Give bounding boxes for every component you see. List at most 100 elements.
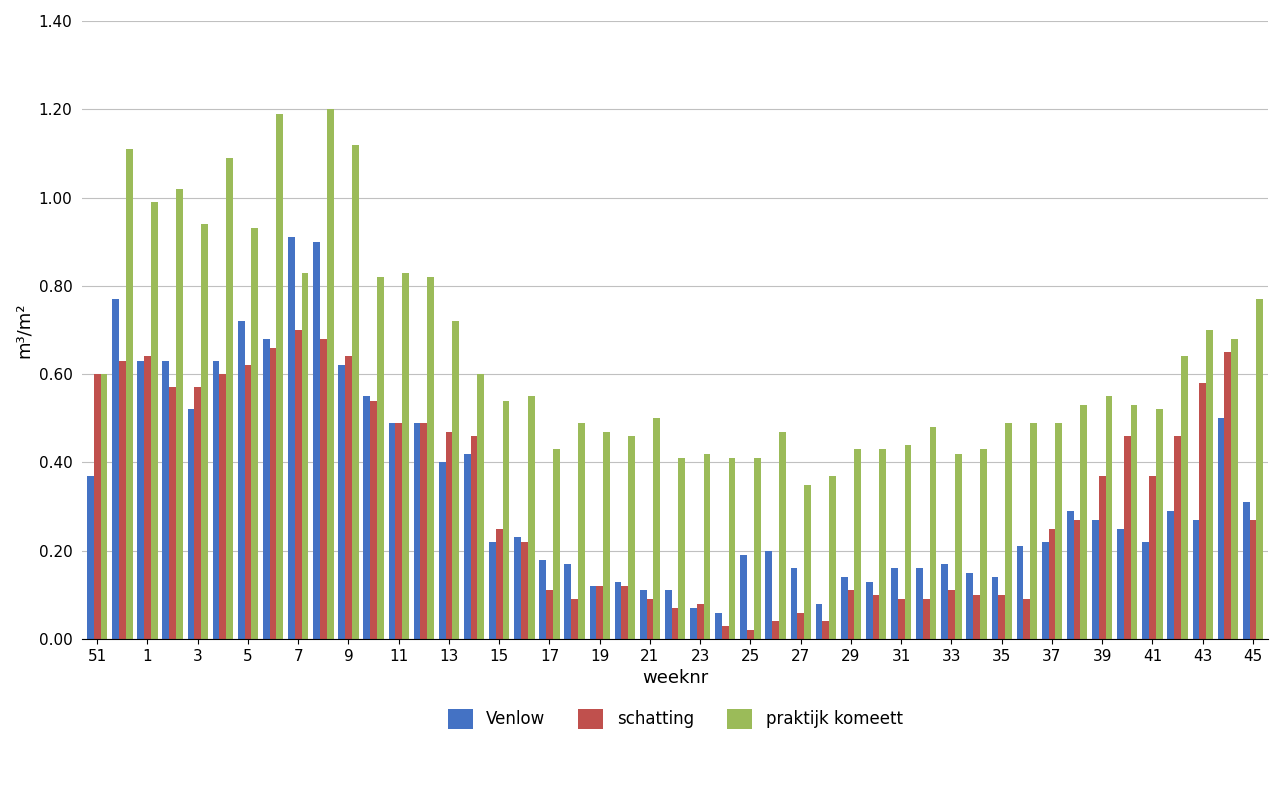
Bar: [276, 114, 284, 639]
Bar: [413, 423, 421, 639]
Bar: [1232, 339, 1238, 639]
Bar: [371, 401, 377, 639]
Bar: [1218, 419, 1224, 639]
Bar: [339, 365, 345, 639]
Bar: [251, 229, 258, 639]
Bar: [112, 299, 119, 639]
Bar: [1074, 520, 1080, 639]
Bar: [1005, 423, 1012, 639]
Bar: [974, 595, 980, 639]
Bar: [905, 444, 911, 639]
Bar: [363, 396, 371, 639]
Bar: [854, 449, 861, 639]
Bar: [302, 272, 308, 639]
Bar: [1256, 299, 1262, 639]
Bar: [439, 462, 445, 639]
Bar: [898, 600, 905, 639]
Bar: [453, 321, 459, 639]
Bar: [577, 423, 585, 639]
Bar: [176, 189, 182, 639]
Bar: [521, 542, 527, 639]
Bar: [1224, 352, 1232, 639]
Bar: [697, 604, 703, 639]
Bar: [187, 410, 194, 639]
Bar: [547, 591, 553, 639]
Bar: [722, 625, 729, 639]
Bar: [539, 560, 547, 639]
Bar: [1243, 502, 1250, 639]
Bar: [603, 431, 609, 639]
Bar: [992, 577, 998, 639]
Bar: [922, 600, 930, 639]
Bar: [822, 621, 829, 639]
Bar: [137, 361, 144, 639]
Bar: [980, 449, 987, 639]
Bar: [571, 600, 577, 639]
Bar: [169, 387, 176, 639]
Bar: [1156, 410, 1162, 639]
Bar: [955, 453, 962, 639]
Legend: Venlow, schatting, praktijk komeett: Venlow, schatting, praktijk komeett: [441, 702, 910, 736]
Bar: [119, 361, 126, 639]
Bar: [445, 431, 453, 639]
Bar: [729, 458, 735, 639]
Bar: [872, 595, 879, 639]
Bar: [553, 449, 559, 639]
Bar: [715, 612, 722, 639]
Bar: [389, 423, 395, 639]
Bar: [1150, 476, 1156, 639]
Bar: [790, 568, 797, 639]
Bar: [879, 449, 887, 639]
Bar: [703, 453, 711, 639]
X-axis label: weeknr: weeknr: [642, 669, 708, 688]
Bar: [1080, 405, 1087, 639]
Bar: [629, 436, 635, 639]
Bar: [816, 604, 822, 639]
Bar: [352, 145, 359, 639]
Bar: [1024, 600, 1030, 639]
Bar: [647, 600, 653, 639]
Bar: [615, 582, 621, 639]
Bar: [1067, 511, 1074, 639]
Bar: [679, 458, 685, 639]
Bar: [966, 573, 974, 639]
Bar: [653, 419, 661, 639]
Bar: [295, 330, 302, 639]
Bar: [313, 242, 319, 639]
Bar: [345, 356, 352, 639]
Bar: [489, 542, 495, 639]
Bar: [289, 238, 295, 639]
Bar: [1016, 546, 1024, 639]
Bar: [1056, 423, 1062, 639]
Bar: [237, 321, 245, 639]
Bar: [1206, 330, 1212, 639]
Bar: [597, 586, 603, 639]
Bar: [589, 586, 597, 639]
Bar: [779, 431, 785, 639]
Bar: [226, 158, 234, 639]
Bar: [998, 595, 1005, 639]
Bar: [1130, 405, 1138, 639]
Bar: [263, 339, 269, 639]
Bar: [840, 577, 848, 639]
Bar: [766, 551, 772, 639]
Bar: [866, 582, 872, 639]
Bar: [621, 586, 629, 639]
Bar: [1106, 396, 1112, 639]
Bar: [144, 356, 151, 639]
Bar: [395, 423, 402, 639]
Bar: [1042, 542, 1048, 639]
Bar: [427, 277, 434, 639]
Bar: [94, 374, 100, 639]
Bar: [942, 564, 948, 639]
Bar: [151, 202, 158, 639]
Bar: [213, 361, 219, 639]
Bar: [848, 591, 854, 639]
Bar: [327, 109, 334, 639]
Bar: [916, 568, 922, 639]
Bar: [1200, 383, 1206, 639]
Bar: [565, 564, 571, 639]
Bar: [1092, 520, 1098, 639]
Bar: [1250, 520, 1256, 639]
Bar: [377, 277, 384, 639]
